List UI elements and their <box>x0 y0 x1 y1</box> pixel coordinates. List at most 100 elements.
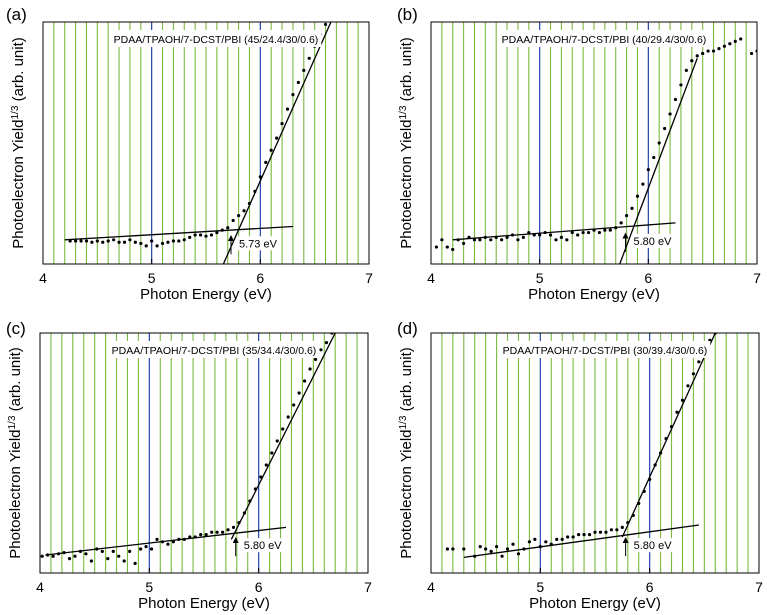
data-point <box>160 241 165 246</box>
data-point <box>544 540 548 544</box>
data-point <box>478 238 482 242</box>
y-axis-label-unit: (arb. unit) <box>398 37 415 105</box>
data-point <box>511 542 515 546</box>
data-point <box>456 238 460 242</box>
data-point <box>706 49 710 53</box>
data-point <box>626 521 630 525</box>
data-point <box>231 525 236 530</box>
data-point <box>659 451 663 455</box>
data-point <box>538 233 542 237</box>
data-point <box>188 235 192 239</box>
data-point <box>521 235 525 239</box>
data-point <box>139 241 143 246</box>
data-point <box>253 189 257 193</box>
data-point <box>505 235 509 239</box>
x-tick-label: 4 <box>427 579 435 595</box>
data-point <box>128 549 132 554</box>
data-point <box>615 528 619 532</box>
y-axis-label: Photoelectron Yield1/3 (arb. unit) <box>398 347 416 559</box>
data-point <box>220 530 225 534</box>
data-point <box>451 247 455 252</box>
data-point <box>593 530 597 534</box>
panel-label: (d) <box>397 319 418 338</box>
x-axis-label: Photon Energy (eV) <box>528 286 660 303</box>
x-tick-label: 6 <box>255 579 263 595</box>
x-tick-label: 7 <box>365 270 373 286</box>
data-point <box>592 228 596 232</box>
data-point <box>472 238 477 242</box>
data-point <box>577 533 581 537</box>
threshold-label-background <box>631 233 675 248</box>
data-point <box>548 233 553 237</box>
data-point <box>67 557 72 561</box>
data-point <box>635 194 640 198</box>
data-point <box>297 391 301 395</box>
data-point <box>291 93 295 97</box>
data-point <box>128 238 132 242</box>
data-point <box>630 206 634 210</box>
plot-area <box>40 333 336 566</box>
data-point <box>571 535 575 539</box>
data-point <box>79 239 83 243</box>
y-axis-label-main: Photoelectron Yield <box>10 120 27 249</box>
data-point <box>155 244 159 248</box>
data-point <box>478 545 482 549</box>
plot-frame <box>430 21 758 265</box>
plot-area <box>445 333 717 559</box>
y-axis-label-superscript: 1/3 <box>398 105 409 119</box>
data-point <box>40 554 44 558</box>
data-point <box>565 238 569 242</box>
y-axis-label: Photoelectron Yield1/3 (arb. unit) <box>398 37 416 249</box>
threshold-label-background <box>631 538 675 553</box>
data-point <box>106 557 110 561</box>
data-point <box>177 239 181 243</box>
data-point <box>307 56 311 60</box>
data-point <box>722 44 727 48</box>
data-point <box>150 239 154 243</box>
data-point <box>516 238 520 242</box>
y-axis-label-main: Photoelectron Yield <box>7 430 24 559</box>
data-point <box>445 547 449 551</box>
data-point <box>319 348 323 352</box>
data-point <box>505 547 510 551</box>
data-point <box>467 235 471 239</box>
data-point <box>242 209 246 213</box>
data-point <box>95 547 99 551</box>
data-point <box>620 525 624 530</box>
data-point <box>483 235 487 239</box>
data-point <box>701 51 705 56</box>
data-point <box>264 463 268 467</box>
data-point <box>554 238 558 242</box>
data-point <box>160 540 165 544</box>
x-tick-label: 4 <box>36 579 44 595</box>
threshold-label: 5.80 eV <box>634 540 673 552</box>
data-point <box>117 240 121 244</box>
data-point <box>555 537 559 542</box>
data-point <box>646 168 650 172</box>
data-point <box>51 554 55 558</box>
data-point <box>226 226 230 230</box>
title-background <box>498 30 710 47</box>
data-point <box>171 239 175 243</box>
data-point <box>264 160 268 164</box>
data-point <box>669 425 674 429</box>
data-point <box>597 230 602 235</box>
gridlines <box>50 333 358 573</box>
data-point <box>166 542 170 546</box>
data-point <box>188 535 192 539</box>
threshold-arrowhead <box>622 537 629 543</box>
data-point <box>576 233 580 237</box>
data-point <box>510 233 515 237</box>
threshold-label-background <box>241 538 285 553</box>
data-point <box>637 501 641 505</box>
data-point <box>62 551 66 555</box>
data-point <box>182 238 186 242</box>
data-point <box>270 451 274 455</box>
plot-area <box>64 22 332 264</box>
data-point <box>603 228 607 232</box>
rise-fit-line <box>230 333 336 540</box>
chart-title: PDAA/TPAOH/7-DCST/PBI (30/39.4/30/0.6) <box>503 345 708 357</box>
data-point <box>302 379 307 383</box>
data-point <box>691 372 696 376</box>
data-point <box>112 238 116 242</box>
